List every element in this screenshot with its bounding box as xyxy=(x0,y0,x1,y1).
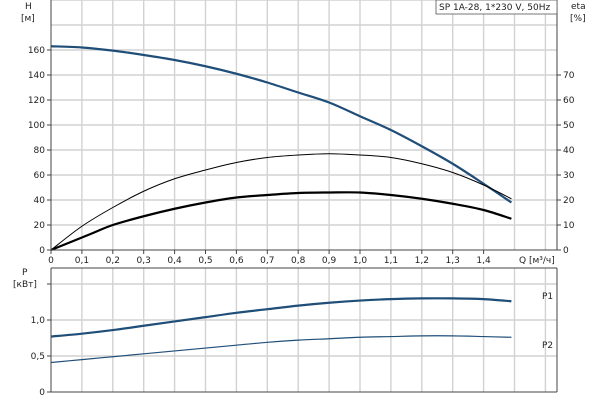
x-tick-label: 0,9 xyxy=(322,256,337,266)
eta-axis-label: eta xyxy=(571,2,586,12)
x-tick-label: 0,1 xyxy=(75,256,89,266)
x-tick-label: 0 xyxy=(48,256,54,266)
eta-tick-label: 10 xyxy=(563,221,575,231)
h-tick-label: 40 xyxy=(34,196,46,206)
x-tick-label: 1,4 xyxy=(476,256,491,266)
x-tick-label: 0,8 xyxy=(291,256,306,266)
x-tick-label: 0,2 xyxy=(106,256,120,266)
power-curve-p2 xyxy=(50,335,512,364)
eta-tick-label: 70 xyxy=(563,71,575,81)
eta-tick-label: 40 xyxy=(563,146,575,156)
h-tick-label: 80 xyxy=(34,146,46,156)
eta-axis-unit: [%] xyxy=(570,14,586,24)
x-tick-label: 0,7 xyxy=(260,256,274,266)
h-tick-label: 120 xyxy=(28,96,45,106)
x-tick-label: 0,3 xyxy=(137,256,151,266)
h-tick-label: 20 xyxy=(34,221,46,231)
x-tick-label: 0,5 xyxy=(198,256,212,266)
x-tick-label: 1,2 xyxy=(415,256,429,266)
x-tick-label: 0,4 xyxy=(167,256,182,266)
power-curve-p1 xyxy=(50,297,512,338)
h-tick-label: 60 xyxy=(34,171,46,181)
p-tick-label: 1,0 xyxy=(31,316,46,326)
p-axis-label: P xyxy=(22,268,28,278)
eta-tick-label: 0 xyxy=(563,246,569,256)
eta-pump-curve xyxy=(50,153,512,251)
chart-title: SP 1A-28, 1*230 V, 50Hz xyxy=(439,3,550,13)
eta-total-curve xyxy=(50,191,512,252)
p2-label: P2 xyxy=(542,341,553,351)
h-tick-label: 140 xyxy=(28,71,45,81)
h-axis-label: H xyxy=(25,2,32,12)
h-tick-label: 160 xyxy=(28,46,45,56)
eta-tick-label: 60 xyxy=(563,96,575,106)
x-tick-label: 0,6 xyxy=(229,256,244,266)
p-axis-unit: [кВт] xyxy=(13,280,37,290)
h-tick-label: 100 xyxy=(28,121,45,131)
x-tick-label: 1,0 xyxy=(353,256,368,266)
eta-tick-label: 50 xyxy=(563,121,575,131)
p1-label: P1 xyxy=(542,292,553,302)
x-tick-label: 1,1 xyxy=(384,256,398,266)
q-axis-label: Q [м³/ч] xyxy=(519,256,555,266)
head-curve xyxy=(50,45,513,204)
x-tick-label: 1,3 xyxy=(446,256,460,266)
title-box xyxy=(435,0,558,15)
p-tick-label: 0,5 xyxy=(31,352,45,362)
h-axis-unit: [м] xyxy=(21,14,35,24)
p-tick-label: 0 xyxy=(39,388,45,398)
eta-tick-label: 20 xyxy=(563,196,575,206)
h-tick-label: 0 xyxy=(39,246,45,256)
eta-tick-label: 30 xyxy=(563,171,575,181)
